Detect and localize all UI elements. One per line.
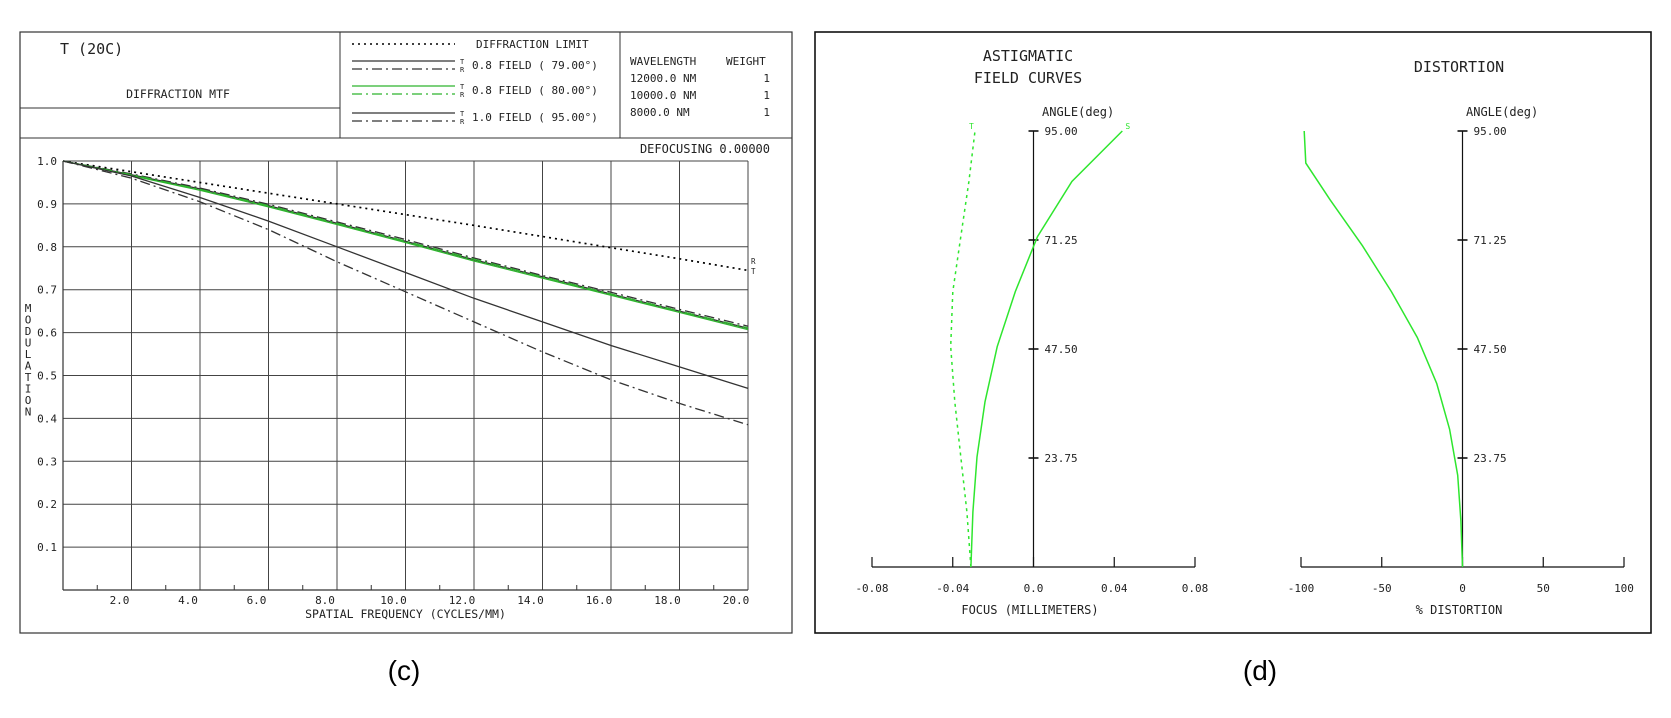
weight-value-2: 1 — [763, 106, 770, 119]
mtf-y-tick-label: 0.2 — [37, 498, 57, 511]
mtf-y-tick-label: 0.6 — [37, 327, 57, 340]
mtf-x-tick-label: 10.0 — [380, 594, 407, 607]
legend-entry-1-label: 0.8 FIELD ( 79.00°) — [472, 59, 598, 72]
defocusing-label: DEFOCUSING 0.00000 — [640, 142, 770, 156]
legend-entry-3-mark-t: T — [460, 110, 465, 118]
weight-value-0: 1 — [763, 72, 770, 85]
mtf-end-mark-r: R — [751, 257, 756, 266]
focus-tick-label: -0.04 — [936, 582, 969, 595]
astig-angle-tick-label: 95.00 — [1045, 125, 1078, 138]
astig-title-line2: FIELD CURVES — [974, 69, 1082, 87]
mtf-x-tick-label: 12.0 — [449, 594, 476, 607]
wavelength-header: WAVELENGTH — [630, 55, 696, 68]
legend-entry-2-mark-t: T — [460, 83, 465, 91]
mtf-series-4 — [62, 160, 749, 329]
defocusing-value: 0.00000 — [719, 142, 770, 156]
mtf-x-tick-label: 4.0 — [178, 594, 198, 607]
distortion-tick-label: -100 — [1288, 582, 1315, 595]
astig-title-line1: ASTIGMATIC — [983, 47, 1073, 65]
mtf-header-title: T (20C) — [60, 40, 123, 58]
wavelength-value-2: 8000.0 NM — [630, 106, 690, 119]
astig-angle-tick-label: 71.25 — [1045, 234, 1078, 247]
distortion-tick-label: -50 — [1372, 582, 1392, 595]
mtf-y-tick-label: 0.9 — [37, 198, 57, 211]
mtf-series-3 — [62, 160, 749, 331]
wavelength-table: 12000.0 NM 1 10000.0 NM 1 8000.0 NM 1 — [630, 72, 770, 119]
dist-angle-tick-label: 47.50 — [1474, 343, 1507, 356]
mtf-x-tick-label: 6.0 — [247, 594, 267, 607]
dist-angle-tick-label: 95.00 — [1474, 125, 1507, 138]
focus-tick-label: 0.08 — [1182, 582, 1209, 595]
astig-t-mark: T — [969, 122, 974, 131]
dist-angle-tick-label: 71.25 — [1474, 234, 1507, 247]
mtf-x-tick-label: 18.0 — [654, 594, 681, 607]
astigmatic-plot: -0.08 -0.04 0.0 0.04 0.08 95.00 71.25 47.50 23.7… — [855, 122, 1208, 595]
mtf-plot: 2.0 4.0 6.0 8.0 10.0 12.0 14.0 16.0 18.0 20.0 0.1 0… — [25, 155, 756, 621]
mtf-series-2 — [62, 160, 749, 327]
mtf-x-tick-label: 20.0 — [723, 594, 750, 607]
mtf-x-tick-label: 8.0 — [315, 594, 335, 607]
focus-tick-label: 0.0 — [1024, 582, 1044, 595]
mtf-y-tick-label: 0.5 — [37, 370, 57, 383]
mtf-y-tick-label: 0.1 — [37, 541, 57, 554]
mtf-x-tick-label: 2.0 — [110, 594, 130, 607]
mtf-x-tick-label: 16.0 — [586, 594, 613, 607]
legend-entry-0-label: DIFFRACTION LIMIT — [476, 38, 589, 51]
mtf-xlabel: SPATIAL FREQUENCY (CYCLES/MM) — [305, 607, 506, 621]
weight-value-1: 1 — [763, 89, 770, 102]
legend-entry-2-label: 0.8 FIELD ( 80.00°) — [472, 84, 598, 97]
focus-tick-label: -0.08 — [855, 582, 888, 595]
mtf-series-6 — [62, 160, 749, 426]
legend-entry-2-mark-r: R — [460, 91, 465, 99]
panel-d-frame — [814, 31, 1652, 634]
mtf-y-tick-label: 0.4 — [37, 412, 57, 425]
wavelength-value-1: 10000.0 NM — [630, 89, 697, 102]
legend-entry-3-label: 1.0 FIELD ( 95.00°) — [472, 111, 598, 124]
distortion-plot: -100 -50 0 50 100 95.00 71.25 47.50 23.75 — [1288, 125, 1634, 595]
dist-angle-tick-label: 23.75 — [1474, 452, 1507, 465]
panel-d: ASTIGMATIC FIELD CURVES DISTORTION ANGLE… — [814, 31, 1652, 634]
distortion-tick-label: 100 — [1614, 582, 1634, 595]
astig-s-mark: S — [1125, 122, 1130, 131]
mtf-y-tick-label: 0.7 — [37, 284, 57, 297]
legend-entry-1-mark-r: R — [460, 66, 465, 74]
wavelength-value-0: 12000.0 NM — [630, 72, 697, 85]
mtf-y-tick-label: 0.8 — [37, 241, 57, 254]
mtf-x-tick-label: 14.0 — [517, 594, 544, 607]
distortion-title: DISTORTION — [1414, 58, 1504, 76]
mtf-series-0 — [62, 160, 749, 272]
legend-entry-1-mark-t: T — [460, 58, 465, 66]
focus-xlabel: FOCUS (MILLIMETERS) — [961, 603, 1098, 617]
mtf-series-5 — [62, 160, 749, 390]
distortion-xlabel: % DISTORTION — [1416, 603, 1503, 617]
astig-angle-tick-label: 23.75 — [1045, 452, 1078, 465]
distortion-tick-label: 50 — [1537, 582, 1550, 595]
legend-entry-3-mark-r: R — [460, 118, 465, 126]
caption-d: (d) — [1243, 655, 1277, 686]
mtf-y-tick-label: 1.0 — [37, 155, 57, 168]
astig-angle-tick-label: 47.50 — [1045, 343, 1078, 356]
distortion-tick-label: 0 — [1459, 582, 1466, 595]
caption-c: (c) — [388, 655, 421, 686]
dist-angle-label: ANGLE(deg) — [1466, 105, 1538, 119]
astig-series-S — [970, 130, 1123, 568]
weight-header: WEIGHT — [726, 55, 766, 68]
panel-c: T (20C) DIFFRACTION MTF DIFFRACTION LIMI… — [19, 31, 793, 634]
mtf-y-tick-label: 0.3 — [37, 455, 57, 468]
mtf-header-subtitle: DIFFRACTION MTF — [126, 87, 230, 101]
focus-tick-label: 0.04 — [1101, 582, 1128, 595]
distortion-series-0 — [1303, 130, 1464, 568]
mtf-end-mark-t: T — [751, 267, 756, 276]
astig-angle-label: ANGLE(deg) — [1042, 105, 1114, 119]
